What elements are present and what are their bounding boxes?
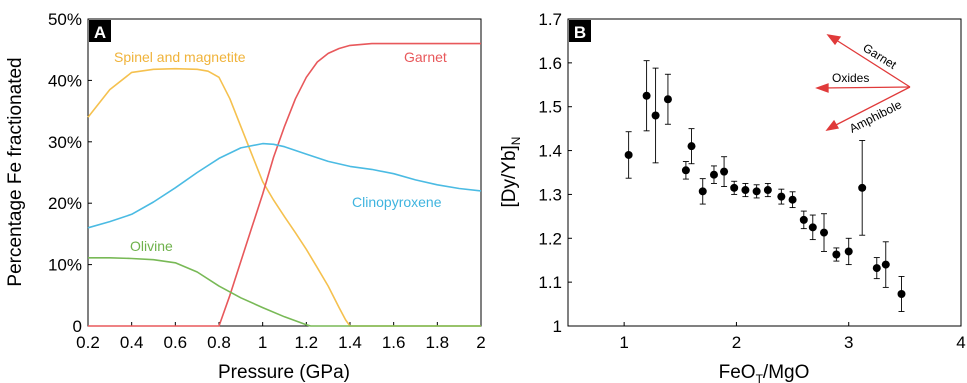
oxides-arrowhead bbox=[815, 83, 829, 93]
panel-b-ticks: 1 2 3 4 1 1.1 1.2 1.3 1.4 1.5 1.6 1.7 bbox=[538, 10, 965, 352]
series-line-clinopyroxene bbox=[87, 142, 482, 229]
a-xtick-label: 0.4 bbox=[120, 333, 144, 352]
data-point bbox=[820, 228, 829, 237]
b-xtick-label: 3 bbox=[844, 333, 853, 352]
a-xtick-label: 1.8 bbox=[426, 333, 450, 352]
data-point bbox=[687, 142, 696, 151]
data-point bbox=[720, 167, 729, 176]
annotation-arrows bbox=[815, 34, 911, 131]
amphibole-arrowhead bbox=[825, 119, 840, 131]
a-ytick-label: 10% bbox=[48, 256, 82, 275]
a-xtick-label: 2 bbox=[476, 333, 485, 352]
data-point bbox=[624, 150, 633, 159]
series-line-spinel-and-magnetite bbox=[87, 67, 481, 327]
series-line-garnet bbox=[88, 42, 481, 327]
a-xtick-label: 1.2 bbox=[295, 333, 319, 352]
amphibole-arrow bbox=[831, 86, 911, 128]
series-label-garnet: Garnet bbox=[404, 49, 447, 65]
b-xtick-label: 4 bbox=[956, 333, 965, 352]
b-xtick-label: 1 bbox=[619, 333, 628, 352]
b-ytick-label: 1.6 bbox=[538, 54, 562, 73]
data-point bbox=[844, 247, 853, 256]
data-point bbox=[777, 192, 786, 201]
data-point bbox=[642, 91, 651, 100]
a-xtick-label: 0.2 bbox=[76, 333, 100, 352]
b-ytick-label: 1.4 bbox=[538, 142, 562, 161]
data-point bbox=[788, 195, 797, 204]
a-xtick-label: 0.6 bbox=[164, 333, 188, 352]
a-xtick-label: 0.8 bbox=[207, 333, 231, 352]
data-point bbox=[763, 186, 772, 195]
b-ytick-label: 1.5 bbox=[538, 98, 562, 117]
panel-a-ylabel: Percentage Fe fractionated bbox=[5, 57, 26, 286]
data-point bbox=[799, 215, 808, 224]
a-ytick-label: 40% bbox=[48, 71, 82, 90]
data-point bbox=[808, 223, 817, 232]
data-point bbox=[681, 166, 690, 175]
panel-a-series bbox=[87, 42, 482, 327]
a-xtick-label: 1.6 bbox=[382, 333, 406, 352]
a-xtick-label: 1.4 bbox=[338, 333, 362, 352]
series-label-olivine: Olivine bbox=[130, 238, 173, 254]
panel-b-badge bbox=[569, 20, 591, 42]
garnet-arrowhead bbox=[826, 34, 842, 46]
panel-b-ylabel: [Dy/Yb]N bbox=[499, 137, 523, 208]
panel-b-xlabel-sub: T bbox=[756, 372, 764, 383]
b-ytick-label: 1.7 bbox=[538, 10, 562, 29]
series-line-olivine bbox=[88, 256, 481, 327]
oxides-arrow bbox=[821, 86, 911, 89]
panel-a-badge bbox=[89, 20, 111, 42]
b-xtick-label: 2 bbox=[732, 333, 741, 352]
a-ytick-label: 50% bbox=[48, 10, 82, 29]
panel-b-xlabel-tail: /MgO bbox=[763, 362, 809, 383]
panel-b-points bbox=[624, 60, 906, 312]
data-point bbox=[698, 187, 707, 196]
panel-b-frame bbox=[567, 18, 962, 327]
series-label-clinopyroxene: Clinopyroxene bbox=[352, 194, 442, 210]
panel-a-badge-label: A bbox=[94, 23, 106, 42]
b-ytick-label: 1 bbox=[553, 317, 562, 336]
panel-b-ylabel-sub: N bbox=[509, 137, 523, 146]
data-point bbox=[858, 183, 867, 192]
data-point bbox=[872, 264, 881, 273]
data-point bbox=[741, 186, 750, 195]
annotation-oxides: Oxides bbox=[832, 71, 869, 85]
a-ytick-label: 20% bbox=[48, 194, 82, 213]
data-point bbox=[663, 95, 672, 104]
series-label-spinel: Spinel and magnetite bbox=[114, 49, 246, 65]
a-ytick-label: 30% bbox=[48, 133, 82, 152]
annotation-amphibole: Amphibole bbox=[847, 97, 904, 135]
data-point bbox=[651, 111, 660, 120]
panel-a-frame bbox=[87, 18, 482, 327]
a-xtick-label: 1 bbox=[258, 333, 267, 352]
data-point bbox=[730, 183, 739, 192]
data-point bbox=[709, 170, 718, 179]
data-point bbox=[897, 289, 906, 298]
panel-b-xlabel-base: FeO bbox=[719, 362, 756, 383]
b-ytick-label: 1.1 bbox=[538, 273, 562, 292]
panel-a-xlabel: Pressure (GPa) bbox=[218, 362, 350, 383]
data-point bbox=[832, 250, 841, 259]
garnet-arrow bbox=[832, 37, 911, 88]
panel-b-xlabel: FeOT/MgO bbox=[719, 362, 810, 383]
b-ytick-label: 1.3 bbox=[538, 185, 562, 204]
b-ytick-label: 1.2 bbox=[538, 229, 562, 248]
a-ytick-label: 0 bbox=[73, 317, 82, 336]
panel-b-ylabel-base: [Dy/Yb] bbox=[499, 145, 520, 207]
data-point bbox=[752, 187, 761, 196]
data-point bbox=[881, 260, 890, 269]
panel-b-badge-label: B bbox=[574, 23, 586, 42]
